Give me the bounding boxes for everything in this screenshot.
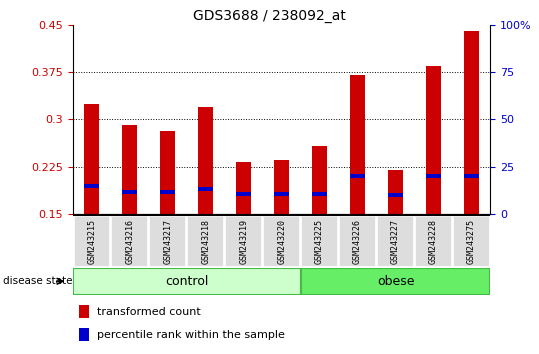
Text: percentile rank within the sample: percentile rank within the sample — [98, 330, 285, 340]
Bar — [236, 162, 251, 214]
Text: GSM243218: GSM243218 — [201, 218, 210, 264]
Bar — [350, 75, 365, 214]
Bar — [84, 184, 99, 188]
Bar — [301, 216, 338, 267]
Text: GSM243220: GSM243220 — [277, 218, 286, 264]
Bar — [274, 160, 289, 214]
Text: control: control — [165, 275, 209, 288]
Bar — [388, 193, 403, 197]
Bar — [198, 107, 213, 214]
Bar — [79, 329, 89, 341]
Bar — [225, 216, 262, 267]
Text: GSM243228: GSM243228 — [429, 218, 438, 264]
Text: obese: obese — [377, 275, 414, 288]
Bar — [264, 216, 300, 267]
Bar — [122, 125, 137, 214]
Bar — [464, 31, 479, 214]
Bar — [388, 170, 403, 214]
Text: GSM243216: GSM243216 — [125, 218, 134, 264]
Bar — [415, 216, 452, 267]
Bar — [350, 175, 365, 178]
Bar — [149, 216, 186, 267]
Bar — [340, 216, 376, 267]
Bar — [73, 216, 110, 267]
Bar — [464, 175, 479, 178]
Text: GSM243275: GSM243275 — [467, 218, 476, 264]
Bar — [160, 131, 175, 214]
Text: GSM243215: GSM243215 — [87, 218, 96, 264]
Text: disease state: disease state — [3, 276, 72, 286]
Bar — [84, 104, 99, 214]
Text: transformed count: transformed count — [98, 307, 201, 317]
Bar — [453, 216, 490, 267]
Bar — [73, 268, 301, 295]
Bar — [377, 216, 414, 267]
Bar — [301, 268, 490, 295]
Text: GDS3688 / 238092_at: GDS3688 / 238092_at — [193, 9, 346, 23]
Bar — [160, 190, 175, 194]
Bar — [122, 190, 137, 194]
Bar — [426, 66, 441, 214]
Bar — [312, 146, 327, 214]
Text: GSM243227: GSM243227 — [391, 218, 400, 264]
Text: GSM243225: GSM243225 — [315, 218, 324, 264]
Bar — [426, 175, 441, 178]
Text: GSM243217: GSM243217 — [163, 218, 172, 264]
Bar — [198, 187, 213, 191]
Text: GSM243219: GSM243219 — [239, 218, 248, 264]
Bar — [236, 192, 251, 196]
Bar — [188, 216, 224, 267]
Text: GSM243226: GSM243226 — [353, 218, 362, 264]
Bar — [112, 216, 148, 267]
Bar — [79, 306, 89, 318]
Bar — [312, 192, 327, 196]
Bar — [274, 192, 289, 196]
